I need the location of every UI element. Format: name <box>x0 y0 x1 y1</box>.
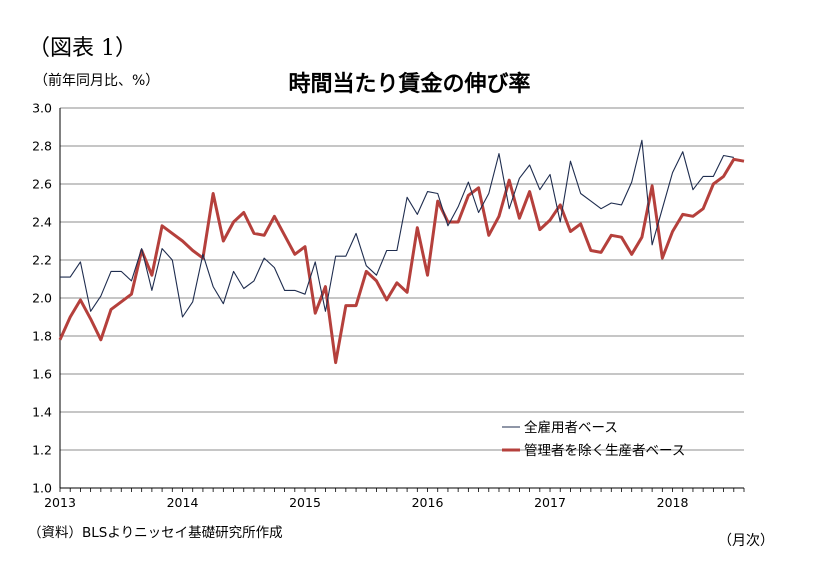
x-tick-label: 2017 <box>534 495 566 510</box>
source-note: （資料）BLSよりニッセイ基礎研究所作成 <box>28 525 283 541</box>
x-axis-unit-label: （月次） <box>718 533 774 549</box>
y-tick-label: 2.4 <box>32 215 52 230</box>
gridlines <box>60 107 744 451</box>
y-tick-label: 1.4 <box>32 405 52 420</box>
y-tick-labels: 1.0 1.2 1.4 1.6 1.8 2.0 2.2 2.4 2.6 2.8 3.0 <box>32 101 52 496</box>
figure-label: （図表 1） <box>28 36 137 61</box>
x-tick-label: 2016 <box>412 495 444 510</box>
series-line-2 <box>58 157 745 365</box>
legend-label: 管理者を除く生産者ベース <box>524 443 685 459</box>
legend-label: 全雇用者ベース <box>524 419 618 436</box>
x-tick-label: 2015 <box>289 495 321 510</box>
y-tick-label: 2.2 <box>32 253 52 268</box>
y-tick-label: 2.8 <box>32 139 52 154</box>
y-tick-label: 1.6 <box>32 367 52 382</box>
x-tick-label: 2014 <box>167 495 199 510</box>
axes <box>59 108 745 492</box>
y-axis-unit-label: （前年同月比、%） <box>34 73 160 89</box>
x-tick-label: 2018 <box>657 495 689 510</box>
y-tick-label: 1.2 <box>32 443 52 458</box>
series-lines <box>58 139 745 365</box>
y-tick-label: 1.0 <box>32 481 52 496</box>
series-line-1 <box>60 139 734 318</box>
x-tick-labels: 2013 2014 2015 2016 2017 2018 <box>44 495 688 510</box>
y-tick-label: 1.8 <box>32 329 52 344</box>
chart-title: 時間当たり賃金の伸び率 <box>288 72 531 97</box>
y-tick-label: 2.6 <box>32 177 52 192</box>
x-tick-label: 2013 <box>44 495 76 510</box>
y-tick-label: 2.0 <box>32 291 52 306</box>
y-tick-label: 3.0 <box>32 101 52 116</box>
